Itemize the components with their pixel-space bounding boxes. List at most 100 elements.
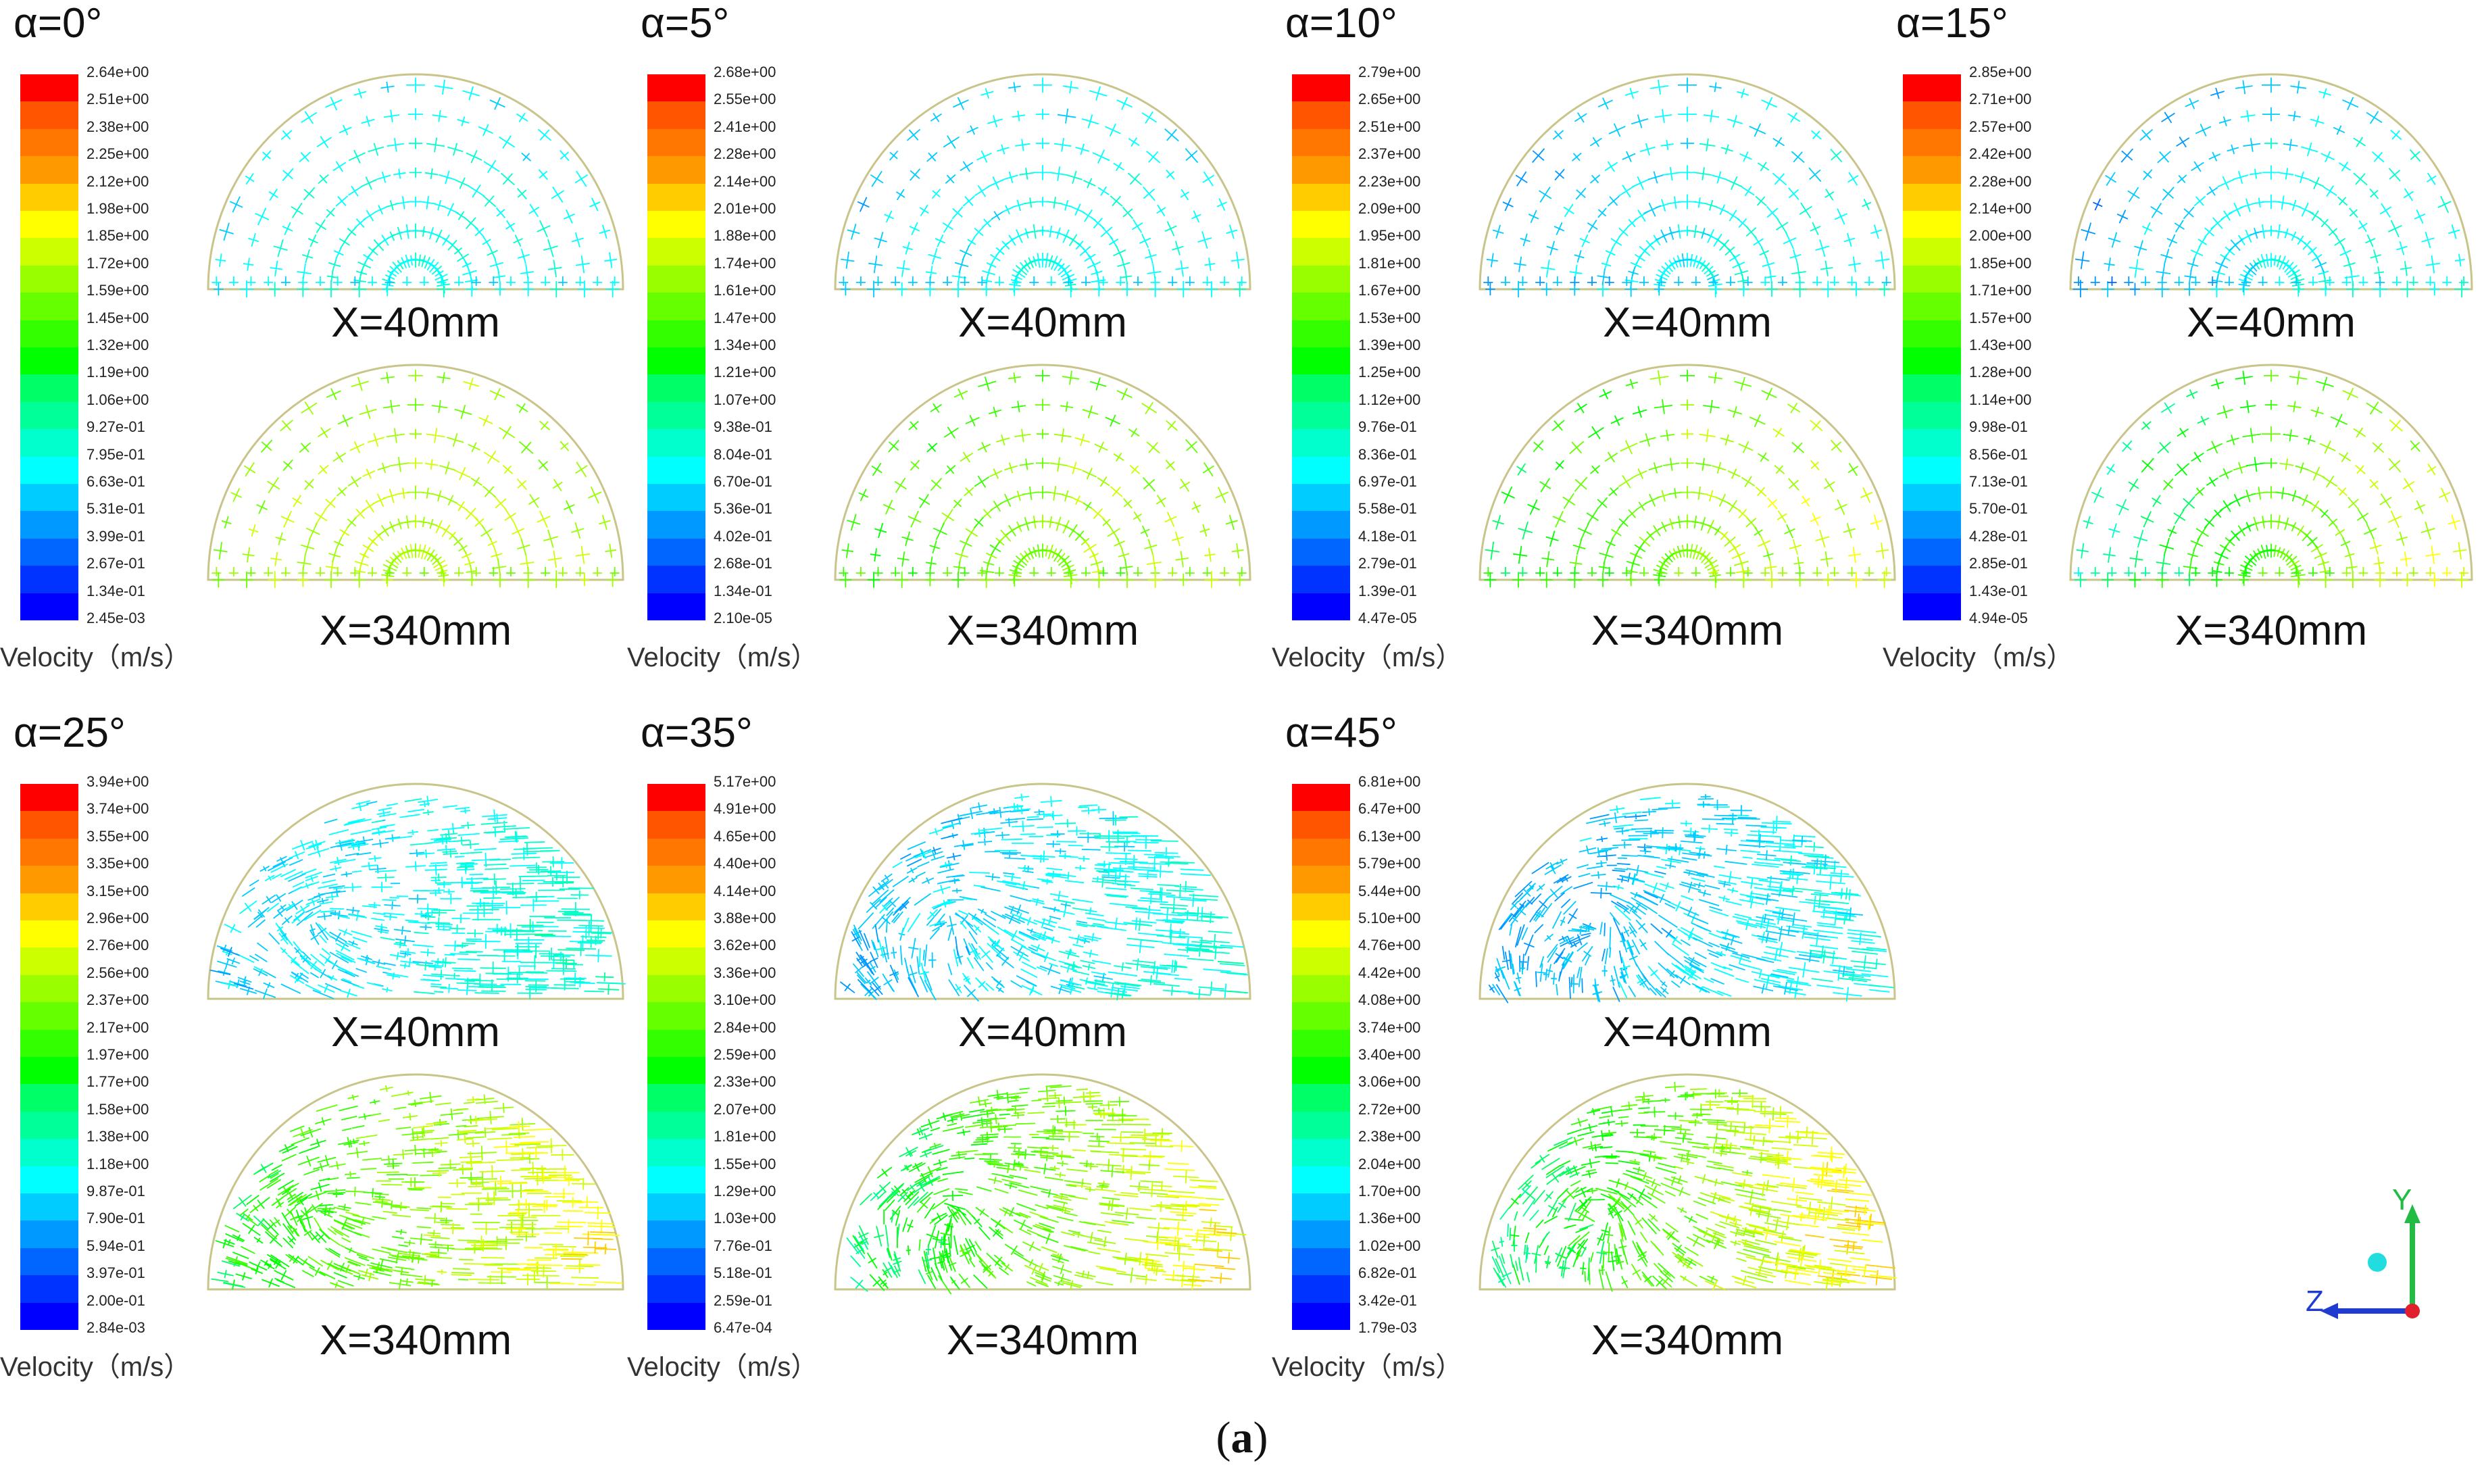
velocity-label: Velocity（m/s） bbox=[1272, 1352, 1463, 1382]
colorbar-tick-label: 3.97e-01 bbox=[86, 1264, 145, 1282]
vector-group bbox=[867, 443, 938, 588]
colorbar-segment bbox=[1292, 456, 1350, 485]
colorbar-segment bbox=[20, 347, 78, 375]
colorbar-segment bbox=[647, 920, 705, 948]
colorbar-tick-label: 1.43e-01 bbox=[1969, 582, 2028, 599]
colorbar-segment bbox=[20, 1193, 78, 1221]
colorbar-tick-label: 2.09e+00 bbox=[1358, 200, 1421, 217]
velocity-vectors bbox=[212, 77, 620, 297]
colorbar-tick-label: 2.07e+00 bbox=[714, 1100, 776, 1118]
vector-group bbox=[941, 401, 1245, 588]
colorbar-tick-label: 1.39e+00 bbox=[1358, 337, 1421, 353]
vector-group bbox=[1188, 1208, 1241, 1284]
colorbar-tick-label: 4.76e+00 bbox=[1358, 937, 1421, 954]
colorbar-tick-label: 1.02e+00 bbox=[1358, 1237, 1421, 1254]
vector-group bbox=[846, 1189, 895, 1292]
colorbar-tick-label: 1.14e+00 bbox=[1969, 391, 2032, 408]
alpha-title: α=0° bbox=[14, 0, 103, 47]
colorbar-tick-label: 2.25e+00 bbox=[86, 145, 149, 163]
colorbar-segment bbox=[1903, 484, 1961, 512]
panel-alpha-45: α=45° 6.81e+00 6.47e+00 6.13e+00 5.79e+00 5.… bbox=[1272, 710, 1897, 1406]
colorbar-segment bbox=[1292, 1275, 1350, 1304]
colorbar-tick-label: 1.45e+00 bbox=[86, 309, 149, 326]
colorbar-tick-label: 9.27e-01 bbox=[86, 418, 145, 436]
colorbar-segment bbox=[1292, 811, 1350, 839]
vector-group bbox=[1484, 389, 1647, 588]
vector-group bbox=[1068, 1090, 1247, 1287]
colorbar-tick-label: 2.37e+00 bbox=[86, 991, 149, 1009]
section-label-x40: X=40mm bbox=[958, 299, 1127, 346]
vector-group bbox=[839, 82, 1199, 297]
colorbar-tick-label: 3.55e+00 bbox=[86, 827, 149, 845]
dome-outline bbox=[207, 783, 624, 1000]
colorbar-segment bbox=[647, 238, 705, 266]
colorbar-segment bbox=[1903, 538, 1961, 566]
colorbar-tick-label: 2.28e+00 bbox=[1969, 172, 2032, 190]
velocity-vectors bbox=[2073, 370, 2469, 588]
colorbar-segment bbox=[1292, 265, 1350, 293]
colorbar-segment bbox=[20, 1029, 78, 1058]
colorbar-segment bbox=[1292, 1029, 1350, 1058]
velocity-label: Velocity（m/s） bbox=[0, 643, 191, 672]
colorbar-tick-label: 8.56e-01 bbox=[1969, 445, 2028, 463]
colorbar-segment bbox=[1903, 429, 1961, 457]
colorbar-tick-label: 1.32e+00 bbox=[86, 337, 149, 353]
colorbar-segment bbox=[20, 1247, 78, 1276]
vector-group bbox=[1492, 794, 1863, 1003]
dome-x40 bbox=[2069, 73, 2473, 297]
colorbar-tick-label: 5.58e-01 bbox=[1358, 500, 1417, 518]
colorbar-tick-label: 5.36e-01 bbox=[714, 500, 772, 518]
colorbar-tick-label: 6.70e-01 bbox=[714, 473, 772, 490]
colorbar-segment bbox=[1292, 511, 1350, 539]
colorbar-segment bbox=[1903, 128, 1961, 157]
colorbar-tick-label: 2.01e+00 bbox=[714, 200, 776, 217]
colorbar-tick-label: 1.59e+00 bbox=[86, 282, 149, 299]
colorbar-segment bbox=[647, 401, 705, 430]
velocity-vectors bbox=[839, 793, 1249, 1002]
colorbar-tick-label: 1.88e+00 bbox=[714, 227, 776, 245]
vector-group bbox=[855, 370, 1247, 588]
vector-group bbox=[1781, 842, 1894, 989]
colorbar-tick-label: 6.82e-01 bbox=[1358, 1264, 1417, 1282]
colorbar-tick-label: 1.79e-03 bbox=[1358, 1319, 1417, 1336]
colorbar-segment bbox=[20, 156, 78, 184]
colorbar-segment bbox=[647, 347, 705, 375]
colorbar-segment bbox=[647, 293, 705, 321]
colorbar-tick-label: 1.55e+00 bbox=[714, 1155, 776, 1172]
colorbar-segment bbox=[20, 293, 78, 321]
colorbar-segment bbox=[1292, 1302, 1350, 1331]
dome-x340 bbox=[1479, 364, 1896, 588]
velocity-vectors bbox=[839, 370, 1247, 588]
coordinate-axes-triad: Y Z bbox=[2306, 1183, 2420, 1319]
colorbar-segment bbox=[647, 811, 705, 839]
colorbar-segment bbox=[20, 1220, 78, 1249]
dome-x40 bbox=[207, 783, 626, 1000]
colorbar-tick-label: 6.47e-04 bbox=[714, 1319, 772, 1336]
colorbar-segment bbox=[1292, 866, 1350, 894]
dome-outline bbox=[1479, 364, 1896, 581]
colorbar-segment bbox=[647, 211, 705, 239]
colorbar-segment bbox=[20, 101, 78, 130]
vector-group bbox=[1217, 960, 1247, 993]
colorbar-tick-label: 1.34e-01 bbox=[714, 582, 772, 599]
panel-alpha-10: α=10° 2.79e+00 2.65e+00 2.51e+00 2.37e+00 2.… bbox=[1272, 0, 1896, 696]
caption-letter: a bbox=[1231, 1413, 1253, 1462]
vector-group bbox=[1700, 1094, 1865, 1291]
y-axis-label: Y bbox=[2392, 1183, 2412, 1216]
colorbar-ticks: 5.17e+00 4.91e+00 4.65e+00 4.40e+00 4.14e+00… bbox=[714, 773, 835, 1341]
colorbar-tick-label: 6.63e-01 bbox=[86, 473, 145, 490]
colorbar-segment bbox=[20, 1275, 78, 1304]
colorbar-tick-label: 1.71e+00 bbox=[1969, 282, 2032, 299]
colorbar-tick-label: 4.18e-01 bbox=[1358, 527, 1417, 545]
dome-outline bbox=[834, 364, 1251, 581]
y-axis-arrowhead bbox=[2404, 1204, 2420, 1223]
colorbar-segment bbox=[1292, 183, 1350, 212]
colorbar-tick-label: 2.23e+00 bbox=[1358, 172, 1421, 190]
colorbar-tick-label: 1.85e+00 bbox=[1969, 254, 2032, 272]
colorbar-tick-label: 2.00e+00 bbox=[1969, 227, 2032, 245]
colorbar-tick-label: 2.59e+00 bbox=[714, 1046, 776, 1063]
dome-x340 bbox=[834, 1073, 1251, 1295]
dome-x40 bbox=[834, 73, 1251, 297]
vector-group bbox=[2250, 137, 2470, 297]
alpha-title: α=35° bbox=[641, 710, 753, 756]
